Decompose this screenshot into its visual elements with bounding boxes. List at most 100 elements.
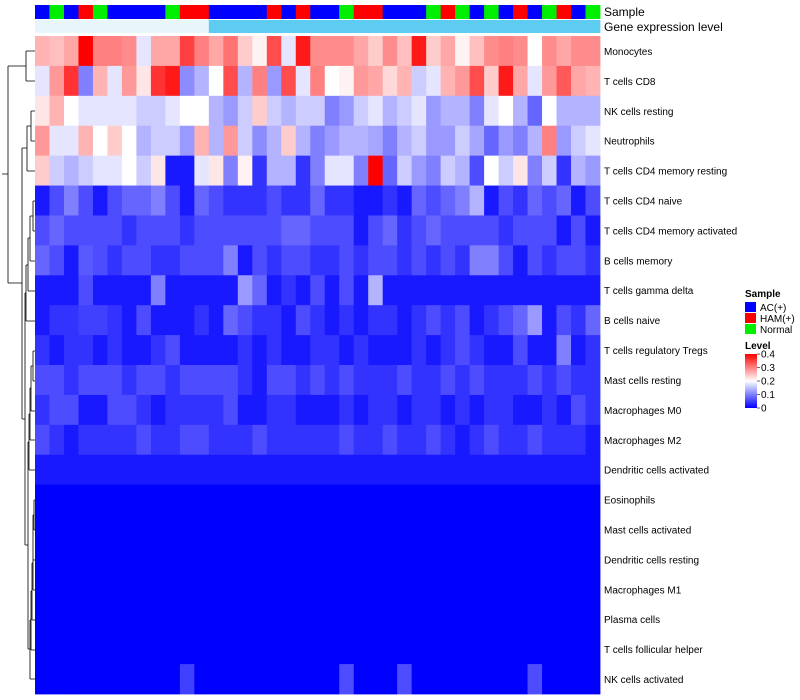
heatmap-cell (208, 424, 224, 456)
heatmap-cell (121, 544, 137, 575)
heatmap-cell (237, 394, 253, 426)
heatmap-cell (585, 394, 601, 426)
expression-annotation-cell (397, 20, 413, 33)
heatmap-cell (295, 65, 311, 97)
heatmap-cell (353, 454, 369, 486)
heatmap-cell (35, 36, 50, 67)
heatmap-cell (382, 65, 398, 97)
heatmap-cell (556, 36, 572, 67)
heatmap-cell (310, 454, 326, 486)
heatmap-cell (426, 664, 442, 695)
heatmap-cell (585, 305, 601, 336)
heatmap-cell (223, 454, 239, 486)
heatmap-cell (121, 305, 137, 336)
heatmap-cell (179, 215, 195, 246)
heatmap-cell (324, 36, 340, 67)
heatmap-cell (440, 36, 456, 67)
heatmap-cell (440, 335, 456, 366)
row-label: T cells CD4 memory activated (604, 226, 737, 237)
heatmap-cell (165, 245, 181, 276)
heatmap-cell (310, 484, 326, 515)
expression-annotation-cell (324, 20, 340, 33)
heatmap-cell (542, 95, 557, 127)
heatmap-cell (469, 36, 485, 67)
heatmap-cell (121, 424, 137, 456)
heatmap-cell (542, 155, 557, 186)
heatmap-cell (513, 125, 528, 157)
heatmap-cell (397, 275, 413, 306)
heatmap-cell (484, 424, 499, 456)
sample-annotation-cell (411, 5, 427, 19)
heatmap-cell (63, 544, 79, 575)
heatmap-cell (49, 215, 65, 246)
heatmap-cell (266, 125, 282, 157)
heatmap-cell (78, 664, 94, 695)
heatmap-cell (266, 484, 282, 515)
heatmap-cell (63, 305, 79, 336)
sample-annotation-cell (440, 5, 456, 19)
heatmap-cell (556, 125, 572, 157)
heatmap-cell (324, 544, 340, 575)
heatmap-cell (194, 215, 210, 246)
heatmap-cell (281, 664, 297, 695)
heatmap-cell (223, 36, 239, 67)
heatmap-cell (527, 275, 543, 306)
heatmap-cell (411, 664, 427, 695)
heatmap-cell (252, 514, 268, 545)
heatmap-cell (411, 484, 427, 515)
heatmap-cell (92, 574, 108, 605)
heatmap-cell (585, 574, 601, 605)
heatmap-cell (556, 185, 572, 216)
heatmap-cell (556, 215, 572, 246)
heatmap-cell (165, 305, 181, 336)
heatmap-cell (469, 604, 485, 635)
row-label: T cells CD8 (604, 77, 656, 88)
heatmap-cell (498, 514, 514, 545)
heatmap-cell (78, 574, 94, 605)
heatmap-cell (121, 215, 137, 246)
heatmap-cell (266, 185, 282, 216)
heatmap-cell (150, 424, 166, 456)
heatmap-cell (237, 185, 253, 216)
heatmap-cell (252, 484, 268, 515)
heatmap-cell (165, 484, 181, 515)
heatmap-cell (92, 484, 108, 515)
heatmap-cell (35, 275, 50, 306)
heatmap-cell (208, 65, 224, 97)
heatmap-cell (136, 125, 152, 157)
heatmap-cell (223, 544, 239, 575)
row-label: T cells regulatory Tregs (604, 346, 708, 357)
heatmap-cell (63, 335, 79, 366)
heatmap-cell (571, 424, 586, 456)
heatmap-cell (136, 95, 152, 127)
heatmap-cell (397, 185, 413, 216)
heatmap-cell (78, 634, 94, 665)
row-label: Dendritic cells resting (604, 555, 699, 566)
heatmap-cell (368, 335, 384, 366)
heatmap-cell (571, 65, 586, 97)
heatmap-cell (295, 454, 311, 486)
heatmap-cell (339, 275, 355, 306)
heatmap-cell (49, 394, 65, 426)
heatmap-cell (252, 574, 268, 605)
heatmap-cell (281, 484, 297, 515)
heatmap-cell (179, 125, 195, 157)
heatmap-cell (353, 514, 369, 545)
sample-annotation-cell (49, 5, 65, 19)
heatmap-cell (281, 544, 297, 575)
level-tick-label: 0.2 (761, 377, 775, 388)
heatmap-cell (353, 424, 369, 456)
heatmap-cell (310, 394, 326, 426)
heatmap-cell (63, 245, 79, 276)
heatmap-cell (353, 574, 369, 605)
heatmap-cell (469, 365, 485, 396)
heatmap-cell (368, 394, 384, 426)
heatmap-cell (455, 65, 471, 97)
heatmap-cell (266, 514, 282, 545)
heatmap-cell (585, 185, 601, 216)
heatmap-cell (35, 305, 50, 336)
heatmap-cell (179, 484, 195, 515)
expression-annotation-cell (310, 20, 326, 33)
heatmap-cell (498, 245, 514, 276)
